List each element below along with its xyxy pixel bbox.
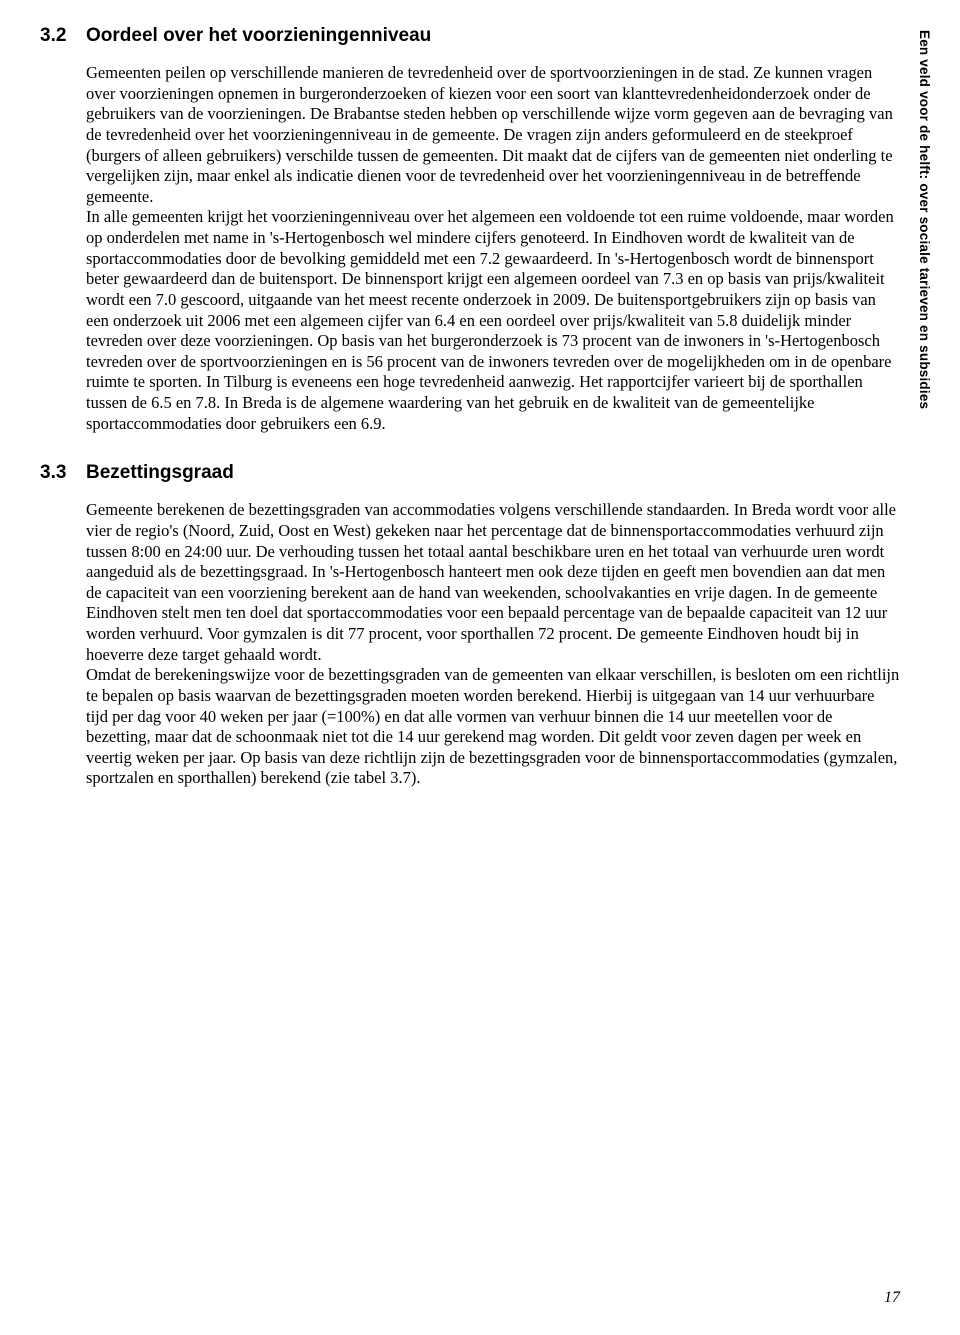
section-title: Bezettingsgraad <box>86 462 900 484</box>
section-number: 3.3 <box>40 462 86 484</box>
page-number: 17 <box>884 1289 900 1307</box>
section-heading-3-3: 3.3 Bezettingsgraad <box>40 462 900 484</box>
section-body-3-2: Gemeenten peilen op verschillende manier… <box>86 63 900 434</box>
section-number: 3.2 <box>40 25 86 47</box>
side-running-title: Een veld voor de helft: over sociale tar… <box>917 30 932 409</box>
document-page: Een veld voor de helft: over sociale tar… <box>0 0 960 1335</box>
section-title: Oordeel over het voorzieningenniveau <box>86 25 900 47</box>
section-body-3-3: Gemeente berekenen de bezettingsgraden v… <box>86 500 900 789</box>
section-heading-3-2: 3.2 Oordeel over het voorzieningenniveau <box>40 25 900 47</box>
